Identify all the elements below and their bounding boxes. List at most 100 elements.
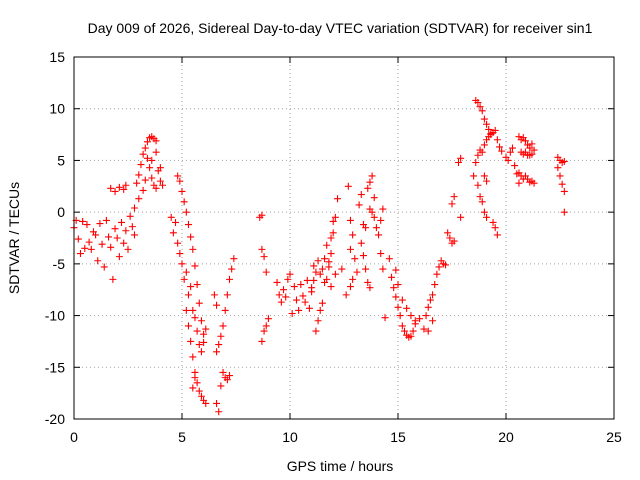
data-point [416, 315, 424, 323]
data-point [280, 286, 288, 294]
data-point [200, 330, 208, 338]
data-point [111, 225, 119, 233]
data-point [528, 140, 536, 148]
data-point [169, 229, 177, 237]
y-tick-label: -5 [53, 256, 66, 272]
data-point [135, 171, 143, 179]
data-point [314, 257, 322, 265]
data-point [189, 306, 197, 314]
y-tick-label: 15 [49, 49, 65, 65]
data-point [111, 187, 119, 195]
data-point [197, 317, 205, 325]
data-point [191, 374, 199, 382]
data-point [277, 298, 285, 306]
data-point [396, 312, 404, 320]
data-point [476, 103, 484, 111]
data-point [327, 283, 335, 291]
data-point [331, 270, 339, 278]
data-point [120, 239, 128, 247]
data-point [130, 231, 138, 239]
data-point [480, 115, 488, 123]
data-point [182, 306, 190, 314]
data-point [189, 245, 197, 253]
data-point [152, 137, 160, 145]
data-point [364, 278, 372, 286]
x-tick-label: 20 [498, 429, 514, 445]
data-point [176, 250, 184, 258]
data-point [299, 292, 307, 300]
data-point [221, 306, 229, 314]
data-point [122, 181, 130, 189]
data-point [172, 218, 180, 226]
data-point [290, 283, 298, 291]
data-point [375, 231, 383, 239]
data-point [493, 231, 501, 239]
y-tick-label: -10 [45, 308, 65, 324]
data-point [159, 181, 167, 189]
x-tick-label: 5 [178, 429, 186, 445]
data-point [498, 147, 506, 155]
data-point [292, 296, 300, 304]
data-point [448, 200, 456, 208]
data-point [385, 255, 393, 263]
data-point [409, 327, 417, 335]
data-point [215, 341, 223, 349]
data-point [407, 332, 415, 340]
data-point [388, 273, 396, 281]
data-point [377, 216, 385, 224]
data-point [508, 144, 516, 152]
data-point [353, 268, 361, 276]
data-point [137, 161, 145, 169]
x-tick-label: 25 [606, 429, 622, 445]
data-point [560, 208, 568, 216]
data-point [109, 275, 117, 283]
data-point [344, 182, 352, 190]
data-point [260, 327, 268, 335]
data-point [424, 327, 432, 335]
data-point [226, 372, 234, 380]
data-point [474, 99, 482, 107]
data-point [79, 217, 87, 225]
data-point [187, 337, 195, 345]
data-point [258, 211, 266, 219]
data-point [217, 332, 225, 340]
data-point [457, 213, 465, 221]
data-point [483, 120, 491, 128]
data-point [301, 298, 309, 306]
data-point [316, 306, 324, 314]
data-point [392, 293, 400, 301]
data-point [472, 158, 480, 166]
data-point [487, 131, 495, 139]
data-point [474, 151, 482, 159]
data-point [357, 191, 365, 199]
data-point [364, 184, 372, 192]
data-point [76, 250, 84, 258]
data-point [478, 107, 486, 115]
data-point [178, 260, 186, 268]
data-point [202, 325, 210, 333]
data-point [195, 299, 203, 307]
data-point [102, 216, 110, 224]
data-point [133, 179, 141, 187]
data-point [483, 213, 491, 221]
x-tick-label: 10 [282, 429, 298, 445]
data-point [264, 315, 272, 323]
data-point [187, 283, 195, 291]
data-point [394, 281, 402, 289]
data-point [228, 265, 236, 273]
data-point [420, 325, 428, 333]
data-point [288, 310, 296, 318]
data-point [480, 172, 488, 180]
data-point [156, 164, 164, 172]
data-point [316, 270, 324, 278]
data-point [92, 231, 100, 239]
data-point [450, 193, 458, 201]
data-point [303, 276, 311, 284]
data-point [113, 234, 121, 242]
data-point [444, 229, 452, 237]
data-point [560, 157, 568, 165]
data-point [189, 353, 197, 361]
data-point [521, 137, 529, 145]
data-point [526, 144, 534, 152]
data-point [338, 265, 346, 273]
